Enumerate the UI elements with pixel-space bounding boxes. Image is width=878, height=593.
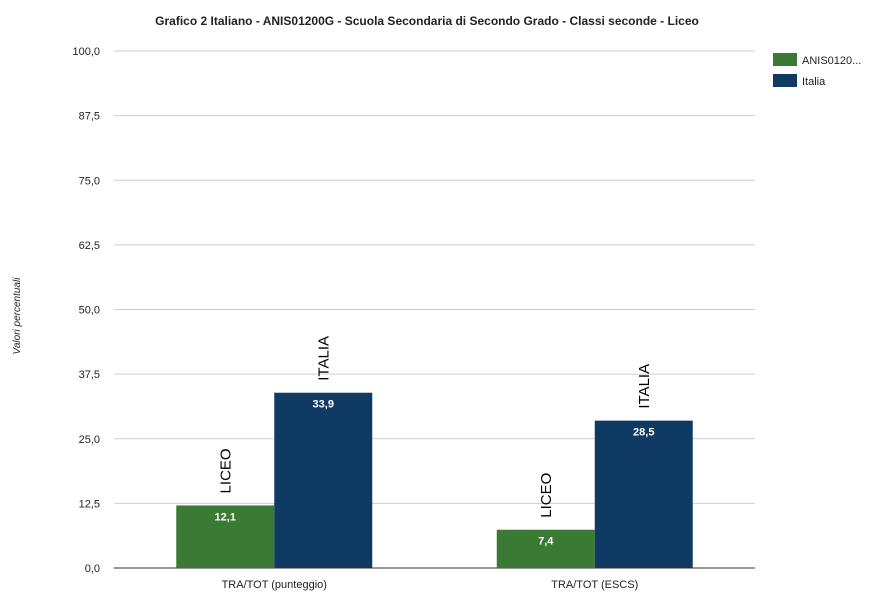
x-category-label: TRA/TOT (punteggio) (222, 579, 327, 591)
legend: ANIS0120... Italia (773, 53, 861, 88)
y-tick-label: 100,0 (72, 46, 100, 58)
y-tick-label: 62,5 (79, 240, 100, 252)
bar (496, 529, 595, 568)
bars: 12,1 LICEO 33,9 ITALIA 7,4 LICEO 28,5 ITALIA (176, 336, 693, 568)
bar-annotation: LICEO (538, 473, 555, 518)
bar-annotation: ITALIA (315, 336, 332, 381)
y-tick-label: 87,5 (79, 111, 100, 123)
bar (594, 420, 693, 568)
bar-value-label: 33,9 (313, 399, 334, 411)
bar-annotation: ITALIA (636, 364, 653, 409)
chart-title: Grafico 2 Italiano - ANIS01200G - Scuola… (155, 14, 699, 28)
gridlines (114, 50, 755, 569)
legend-label: ANIS0120... (802, 55, 861, 67)
bar (176, 505, 275, 568)
legend-label: Italia (802, 76, 826, 88)
y-tick-label: 25,0 (79, 434, 100, 446)
y-tick-label: 0,0 (85, 563, 100, 575)
bar-annotation: LICEO (217, 448, 234, 493)
y-tick-label: 50,0 (79, 305, 100, 317)
legend-swatch (773, 53, 797, 66)
y-tick-labels: 0,0 12,5 25,0 37,5 50,0 62,5 75,0 87,5 100,0 (72, 46, 100, 575)
y-tick-label: 75,0 (79, 175, 100, 187)
x-category-label: TRA/TOT (ESCS) (551, 579, 638, 591)
bar-value-label: 7,4 (538, 536, 554, 548)
x-category-labels: TRA/TOT (punteggio) TRA/TOT (ESCS) (222, 579, 639, 591)
y-tick-label: 37,5 (79, 369, 100, 381)
y-axis-label: Valori percentuali (12, 277, 23, 355)
bar-value-label: 12,1 (215, 511, 236, 523)
bar-value-label: 28,5 (633, 427, 654, 439)
bar (274, 392, 373, 568)
y-tick-label: 12,5 (79, 498, 100, 510)
legend-swatch (773, 74, 797, 87)
